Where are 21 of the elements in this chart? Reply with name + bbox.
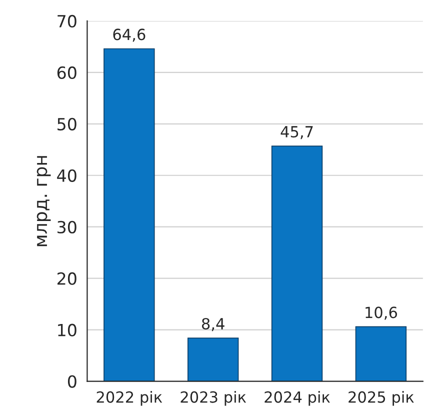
y-tick-label: 70 xyxy=(58,14,76,28)
x-tick-label: 2024 рік xyxy=(264,391,330,406)
y-tick-label: 10 xyxy=(58,324,76,336)
data-label: 64,6 xyxy=(113,28,146,42)
data-label: 10,6 xyxy=(366,306,397,320)
data-label: 8,4 xyxy=(202,318,224,332)
bar xyxy=(355,326,407,382)
data-label: 45,7 xyxy=(280,126,313,140)
bar xyxy=(187,338,239,382)
y-tick-label: 40 xyxy=(57,169,76,182)
bar xyxy=(271,146,323,382)
x-tick-label: 2023 рік xyxy=(180,391,246,406)
x-tick-label: 2025 рік xyxy=(348,391,414,406)
y-tick-label: 20 xyxy=(57,272,76,285)
x-tick-label: 2022 рік xyxy=(96,391,162,406)
y-axis-title: млрд. грн xyxy=(36,156,51,246)
bar xyxy=(104,48,155,382)
y-tick-label: 60 xyxy=(57,66,76,79)
y-tick-label: 30 xyxy=(58,220,76,234)
y-tick-label: 0 xyxy=(68,375,76,388)
y-tick-label: 50 xyxy=(58,118,76,130)
